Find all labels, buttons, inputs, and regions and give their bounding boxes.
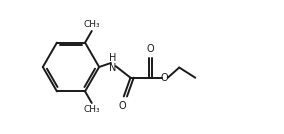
Text: H
N: H N bbox=[109, 53, 117, 73]
Text: CH₃: CH₃ bbox=[83, 105, 100, 114]
Text: CH₃: CH₃ bbox=[83, 20, 100, 29]
Text: O: O bbox=[147, 44, 154, 54]
Text: O: O bbox=[119, 101, 126, 111]
Text: O: O bbox=[161, 73, 168, 83]
